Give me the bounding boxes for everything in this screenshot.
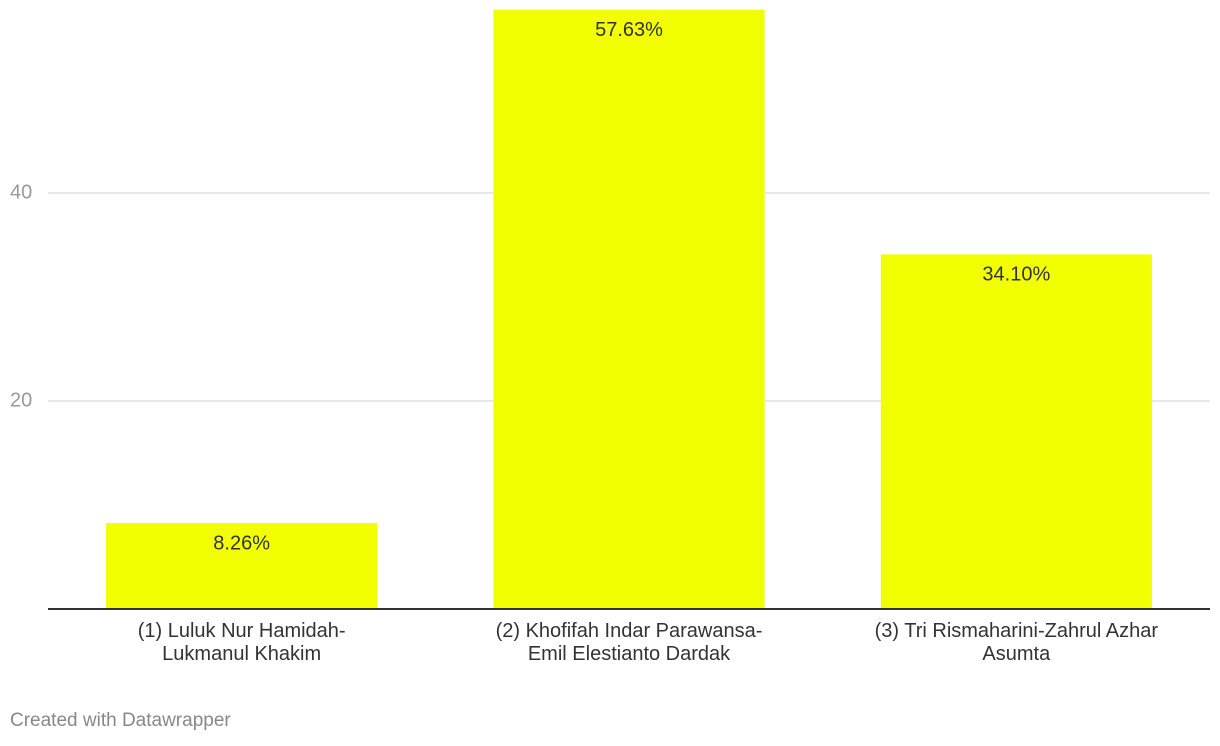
footer: Created with Datawrapper [10, 710, 231, 731]
value-label: 8.26% [213, 532, 270, 554]
x-tick-label: (2) Khofifah Indar Parawansa- Emil Elest… [495, 620, 763, 665]
bar [493, 9, 765, 609]
y-tick-label: 40 [10, 181, 32, 203]
x-tick-label: (3) Tri Rismaharini-Zahrul Azhar Asumta [874, 620, 1159, 665]
bar [880, 254, 1152, 610]
value-label: 34.10% [982, 264, 1050, 286]
bar [106, 523, 378, 609]
value-label: 57.63% [595, 19, 663, 41]
y-tick-label: 20 [10, 389, 32, 411]
x-tick-label: (1) Luluk Nur Hamidah- Lukmanul Khakim [137, 620, 346, 665]
